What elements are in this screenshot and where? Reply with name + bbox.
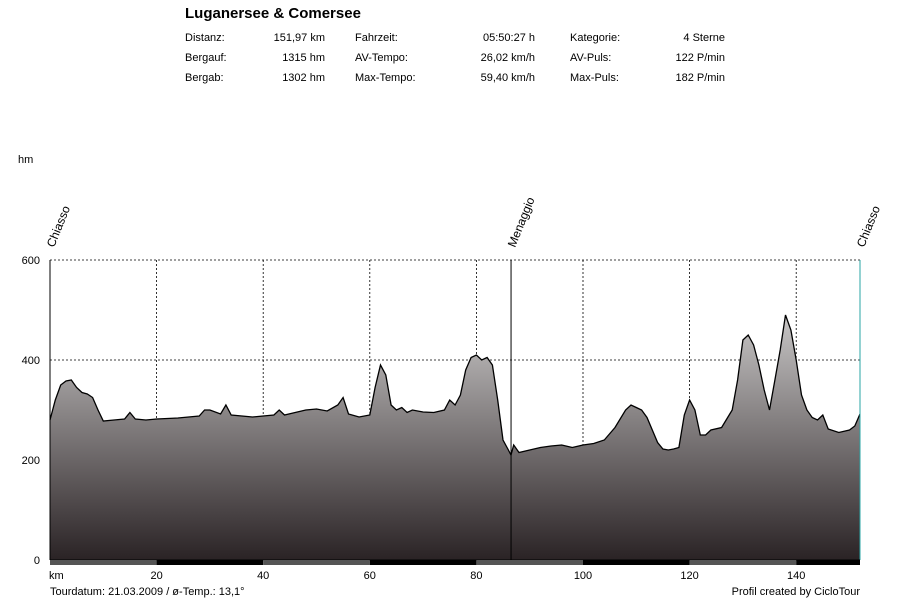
stat-avg-speed-value: 26,02 km/h — [480, 52, 535, 64]
stat-avg-pulse-label: AV-Puls: — [570, 52, 612, 64]
x-tick-label: 80 — [470, 570, 482, 582]
axis-segment — [263, 560, 370, 565]
stat-descent-label: Bergab: — [185, 72, 224, 84]
axis-segment — [50, 560, 157, 565]
tick-labels: 0 200 400 600 20 40 60 80 100 120 140 — [22, 255, 806, 582]
elevation-area — [50, 315, 860, 560]
x-axis-label: km — [49, 570, 64, 582]
stat-max-pulse-label: Max-Puls: — [570, 72, 619, 84]
stat-category-value: 4 Sterne — [683, 32, 725, 44]
y-axis-label: hm — [18, 154, 33, 166]
waypoint-label: Chiasso — [854, 203, 883, 249]
x-tick-label: 120 — [680, 570, 698, 582]
x-tick-label: 20 — [150, 570, 162, 582]
axis-segment — [369, 560, 477, 565]
axis-segment — [796, 560, 860, 565]
y-tick-label: 0 — [34, 555, 40, 567]
stat-distance-value: 151,97 km — [273, 32, 325, 44]
x-tick-label: 60 — [364, 570, 376, 582]
waypoint-labels: Chiasso Menaggio Chiasso — [44, 195, 883, 249]
credit: Profil created by CicloTour — [731, 586, 860, 598]
stat-category-label: Kategorie: — [570, 32, 621, 44]
axes — [49, 260, 860, 565]
stat-ride-time-label: Fahrzeit: — [355, 32, 398, 44]
axis-segment — [476, 560, 583, 565]
x-tick-label: 40 — [257, 570, 269, 582]
axis-segment — [156, 560, 264, 565]
elevation-line — [49, 314, 861, 457]
waypoint-label: Chiasso — [44, 203, 73, 249]
stat-max-speed-value: 59,40 km/h — [480, 72, 535, 84]
x-tick-label: 100 — [574, 570, 592, 582]
y-tick-label: 400 — [22, 355, 40, 367]
y-tick-label: 600 — [22, 255, 40, 267]
stat-ascent-value: 1315 hm — [282, 52, 325, 64]
axis-segment — [582, 560, 690, 565]
chart-title: Luganersee & Comersee — [185, 5, 361, 22]
stat-max-speed-label: Max-Tempo: — [355, 72, 416, 84]
stat-avg-speed-label: AV-Tempo: — [355, 52, 408, 64]
stat-avg-pulse-value: 122 P/min — [675, 52, 725, 64]
tour-info: Tourdatum: 21.03.2009 / ø-Temp.: 13,1° — [50, 586, 245, 598]
stat-max-pulse-value: 182 P/min — [675, 72, 725, 84]
stat-distance-label: Distanz: — [185, 32, 225, 44]
axis-segment — [689, 560, 797, 565]
stat-descent-value: 1302 hm — [282, 72, 325, 84]
x-tick-label: 140 — [787, 570, 805, 582]
stat-ride-time-value: 05:50:27 h — [483, 32, 535, 44]
stat-ascent-label: Bergauf: — [185, 52, 227, 64]
waypoint-lines — [510, 260, 861, 560]
waypoint-label: Menaggio — [505, 195, 538, 249]
y-tick-label: 200 — [22, 455, 40, 467]
